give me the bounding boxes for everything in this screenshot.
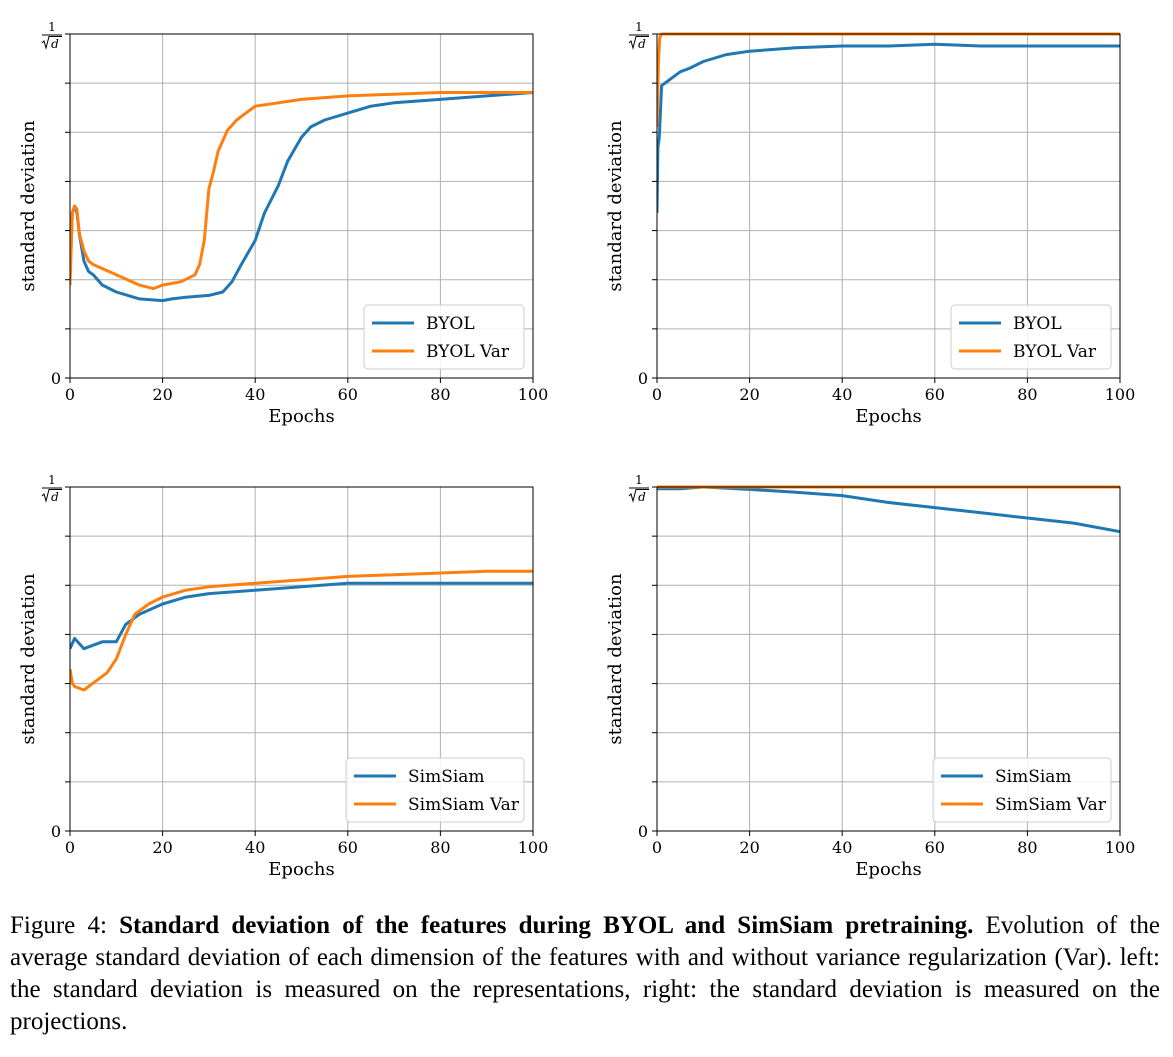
sqrt-sign — [41, 36, 62, 50]
series-line-byol-var — [657, 32, 1120, 127]
x-tick-label: 20 — [739, 838, 759, 857]
caption-label: Figure 4: — [10, 912, 107, 939]
legend-box — [932, 757, 1112, 823]
chart-simsiam-representations: 0 20 40 60 80 100 0 1 d Epochs standard deviation S… — [0, 453, 586, 905]
x-axis-label: Epochs — [268, 406, 334, 427]
x-tick-label: 0 — [652, 838, 662, 857]
x-tick-label: 60 — [925, 385, 945, 404]
x-tick-label: 40 — [245, 838, 265, 857]
axes-frame — [69, 33, 534, 379]
legend-box — [950, 304, 1112, 370]
legend-label: SimSiam Var — [995, 795, 1107, 815]
x-tick-label: 80 — [430, 385, 450, 404]
series-line-byol-var — [70, 91, 533, 291]
chart-svg: 0 20 40 60 80 100 0 1 d Epochs standard deviation B… — [18, 20, 549, 427]
x-tick-label: 20 — [152, 838, 172, 857]
y-tick-label-denominator: d — [51, 490, 59, 504]
caption-title: Standard deviation of the features durin… — [119, 912, 974, 939]
x-tick-label: 100 — [1105, 385, 1136, 404]
x-tick-label: 0 — [65, 838, 75, 857]
x-tick-label: 20 — [152, 385, 172, 404]
axes-frame — [69, 486, 534, 832]
chart-byol-projections: 0 20 40 60 80 100 0 1 d Epochs standard deviation B… — [587, 0, 1173, 452]
legend-box — [363, 304, 525, 370]
series-line-simsiam — [70, 581, 533, 651]
y-tick-label-denominator: d — [638, 490, 646, 504]
x-tick-label: 0 — [65, 385, 75, 404]
y-tick-label-denominator: d — [51, 37, 59, 51]
legend-label: SimSiam — [408, 767, 485, 787]
legend-label: SimSiam — [995, 767, 1072, 787]
caption-text: Evolution of the average standard deviat… — [10, 912, 1161, 1035]
x-tick-label: 40 — [832, 838, 852, 857]
legend-label: BYOL Var — [1013, 342, 1097, 362]
legend-label: BYOL — [1013, 314, 1062, 334]
chart-svg: 0 20 40 60 80 100 0 1 d Epochs standard deviation B… — [605, 20, 1136, 427]
y-tick-label-numerator: 1 — [635, 20, 643, 34]
x-tick-label: 80 — [1017, 385, 1037, 404]
x-tick-label: 100 — [518, 385, 549, 404]
figure: 0 20 40 60 80 100 0 1 d Epochs standard deviation B… — [0, 0, 1173, 905]
series-group — [657, 485, 1120, 534]
x-axis-label: Epochs — [855, 859, 921, 880]
y-tick-label-denominator: d — [638, 37, 646, 51]
x-tick-label: 100 — [1105, 838, 1136, 857]
axes-frame — [656, 33, 1121, 379]
y-tick-label: 0 — [51, 369, 61, 388]
y-axis-label: standard deviation — [18, 120, 39, 292]
legend-box — [345, 757, 525, 823]
y-tick-label: 0 — [51, 822, 61, 841]
y-tick-label-numerator: 1 — [635, 473, 643, 487]
y-tick-label-numerator: 1 — [48, 473, 56, 487]
x-tick-label: 80 — [1017, 838, 1037, 857]
series-group — [657, 32, 1120, 213]
y-tick-label-numerator: 1 — [48, 20, 56, 34]
series-line-simsiam — [657, 485, 1120, 534]
axes-frame — [656, 486, 1121, 832]
series-group — [70, 91, 533, 303]
y-tick-label: 0 — [638, 822, 648, 841]
series-line-simsiam-var — [70, 569, 533, 692]
legend-label: BYOL Var — [426, 342, 510, 362]
x-tick-label: 60 — [925, 838, 945, 857]
y-axis-label: standard deviation — [18, 573, 39, 745]
y-axis-label: standard deviation — [605, 573, 626, 745]
legend-label: BYOL — [426, 314, 475, 334]
sqrt-sign — [628, 36, 649, 50]
x-tick-label: 80 — [430, 838, 450, 857]
series-group — [70, 569, 533, 692]
figure-caption: Figure 4: Standard deviation of the feat… — [10, 910, 1160, 1038]
sqrt-sign — [628, 489, 649, 503]
x-tick-label: 40 — [832, 385, 852, 404]
x-tick-label: 20 — [739, 385, 759, 404]
x-tick-label: 100 — [518, 838, 549, 857]
y-axis-label: standard deviation — [605, 120, 626, 292]
x-axis-label: Epochs — [268, 859, 334, 880]
x-tick-label: 60 — [338, 838, 358, 857]
sqrt-sign — [41, 489, 62, 503]
y-tick-label: 0 — [638, 369, 648, 388]
legend-label: SimSiam Var — [408, 795, 520, 815]
chart-simsiam-projections: 0 20 40 60 80 100 0 1 d Epochs standard deviation S… — [587, 453, 1173, 905]
x-tick-label: 60 — [338, 385, 358, 404]
x-tick-label: 0 — [652, 385, 662, 404]
chart-byol-representations: 0 20 40 60 80 100 0 1 d Epochs standard deviation B… — [0, 0, 586, 452]
x-axis-label: Epochs — [855, 406, 921, 427]
series-line-byol — [657, 42, 1120, 213]
chart-svg: 0 20 40 60 80 100 0 1 d Epochs standard deviation S… — [605, 473, 1136, 880]
chart-svg: 0 20 40 60 80 100 0 1 d Epochs standard deviation S… — [18, 473, 549, 880]
series-line-byol — [70, 91, 533, 303]
x-tick-label: 40 — [245, 385, 265, 404]
